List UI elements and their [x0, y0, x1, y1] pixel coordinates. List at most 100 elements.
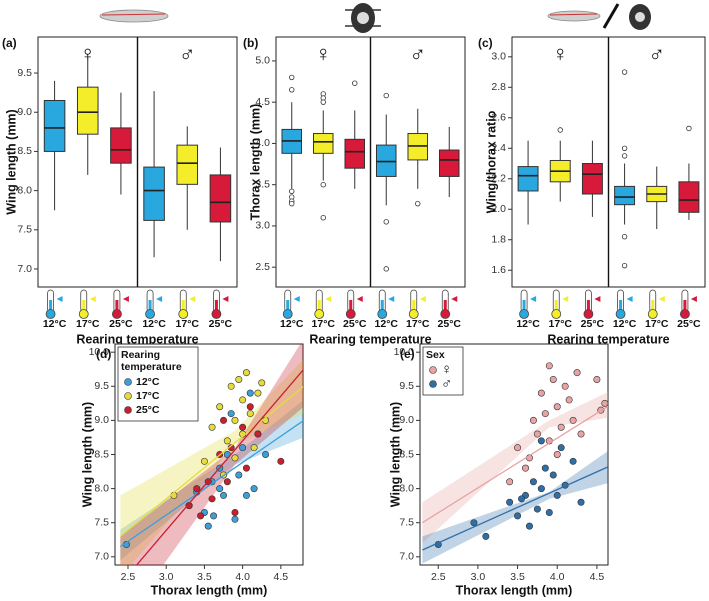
x-axis-label: Thorax length (mm) [151, 583, 268, 597]
point [537, 389, 545, 397]
outlier [383, 266, 389, 272]
legend-title-box: Sex [426, 349, 445, 361]
legend-marker [124, 406, 132, 414]
x-tick-label: 25°C [109, 318, 133, 330]
legend-label: 25°C [136, 404, 160, 416]
point [470, 519, 478, 527]
point [506, 498, 514, 506]
thermometer-level [586, 300, 590, 312]
thermometer-arrow [293, 296, 300, 302]
point [514, 512, 522, 520]
thermometer-bulb [377, 309, 388, 319]
y-tick-label: 2.4 [491, 142, 506, 154]
x-tick-label: 17°C [549, 318, 573, 330]
box [375, 144, 397, 177]
point [220, 416, 228, 424]
y-tick-label: 10.0 [394, 346, 415, 358]
y-tick-label: 7.5 [399, 516, 414, 528]
y-tick-label: 8.0 [94, 482, 109, 494]
outlier [352, 80, 358, 86]
point [242, 491, 250, 499]
x-axis-label: Thorax length (mm) [456, 583, 573, 597]
y-tick-label: 8.5 [399, 448, 414, 460]
point [262, 450, 270, 458]
point [200, 457, 208, 465]
thermometer-arrow [690, 296, 697, 302]
point [231, 515, 239, 523]
fit-line [135, 369, 303, 565]
point [601, 399, 608, 407]
y-tick-label: 7.0 [94, 551, 109, 563]
thermometer-bulb [647, 309, 658, 319]
point [239, 423, 247, 431]
thermometer-bulb [551, 309, 562, 319]
x-tick-label: 12°C [43, 318, 67, 330]
x-tick-label: 12°C [613, 318, 637, 330]
thermometer-level [443, 300, 447, 312]
x-tick-label: 3.0 [159, 571, 174, 583]
thermometer-arrow [530, 296, 537, 302]
thermometer-level [619, 300, 623, 312]
thermometer-level [82, 300, 86, 312]
outlier [289, 74, 295, 81]
y-tick-label: 2.6 [491, 112, 506, 124]
point [231, 508, 239, 516]
point [239, 396, 247, 404]
x-tick-label: 25°C [677, 318, 701, 330]
legend-marker [124, 378, 132, 386]
point [577, 430, 585, 438]
outlier [383, 92, 389, 99]
x-tick-label: 25°C [581, 318, 605, 330]
thermometer-arrow [189, 296, 196, 302]
thermometer-bulb [345, 309, 356, 319]
scatter-panel: 7.0 7.5 8.0 8.5 9.0 9.5 10.0 2.5 3.0 3.5 4.0 4.5 Rea… [80, 343, 304, 597]
box [43, 99, 66, 152]
box-panel: ♀ ♂ 2.5 3.0 3.5 4.0 4.5 5.0 12°C 17°C 25°C 12°C 17°C… [243, 36, 466, 346]
thermometer-arrow [56, 296, 63, 302]
thermometer-bulb [440, 309, 451, 319]
point [537, 485, 545, 493]
x-tick-label: 25°C [209, 318, 233, 330]
thermometer-level [683, 300, 687, 312]
legend-title: Sex [426, 349, 445, 361]
thermometer-arrow [562, 296, 569, 302]
point [518, 495, 526, 503]
y-tick-label: 7.5 [17, 224, 32, 236]
y-tick-label: 8.0 [17, 184, 32, 196]
point [553, 450, 561, 458]
point [185, 502, 193, 510]
box [438, 149, 460, 177]
box [614, 185, 636, 206]
x-tick-label: 17°C [645, 318, 669, 330]
point [573, 369, 581, 377]
x-tick-label: 17°C [176, 318, 200, 330]
thermometer-level [380, 300, 384, 312]
point [525, 522, 533, 530]
point [553, 491, 561, 499]
x-tick-label: 17°C [76, 318, 100, 330]
x-axis-label: Rearing temperature [309, 332, 431, 346]
outlier [320, 99, 326, 105]
point [227, 382, 235, 390]
box [407, 133, 429, 161]
box-panel: ♀ ♂ 1.6 1.8 2.0 2.2 2.4 2.6 2.8 3.0 12°C 17°C 25°C 12… [478, 36, 706, 346]
point [242, 369, 250, 377]
thermometer-bulb [178, 309, 189, 319]
point [482, 532, 490, 540]
legend-marker [429, 380, 437, 388]
thermometer-level [317, 300, 321, 312]
thermometer-arrow [325, 296, 332, 302]
box [312, 133, 334, 154]
y-tick-label: 8.5 [94, 448, 109, 460]
confidence-band [422, 451, 608, 564]
y-tick-label: 9.0 [94, 414, 109, 426]
thermometer-bulb [314, 309, 325, 319]
outlier [289, 87, 295, 93]
x-tick-label: 4.5 [590, 571, 605, 583]
point [193, 485, 201, 493]
group-label: ♀ [552, 41, 569, 66]
thermometer-level [412, 300, 416, 312]
x-tick-label: 4.0 [235, 571, 250, 583]
box [344, 138, 366, 169]
point [231, 416, 239, 424]
